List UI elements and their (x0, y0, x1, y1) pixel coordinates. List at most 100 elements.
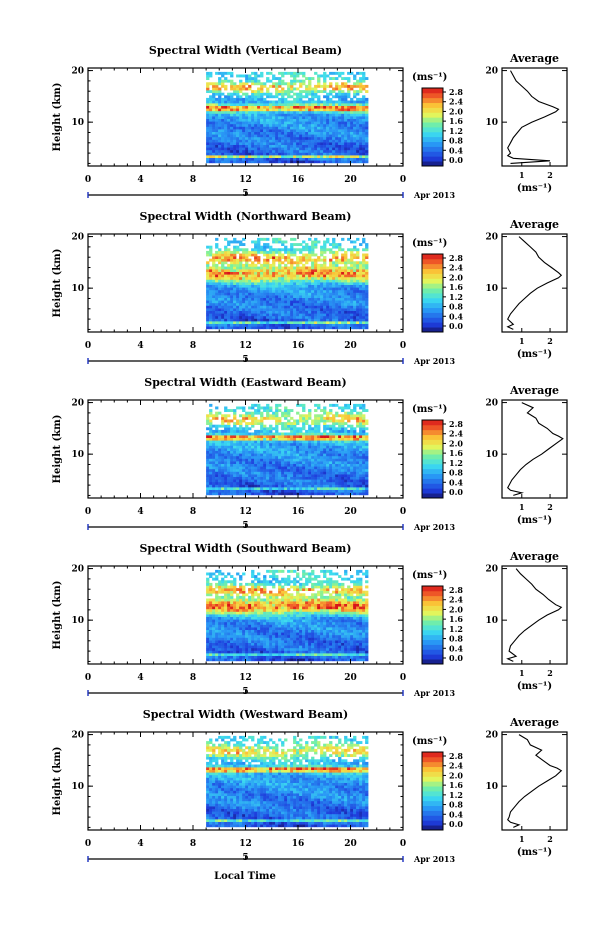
heatmap-cell (314, 425, 317, 428)
heatmap-cell (212, 82, 215, 85)
heatmap-cell (278, 443, 281, 446)
heatmap-cell (332, 446, 335, 449)
heatmap-cell (356, 316, 359, 319)
heatmap-cell (272, 446, 275, 449)
heatmap-cell (275, 451, 278, 454)
heatmap-cell (290, 127, 293, 130)
heatmap-cell (272, 129, 275, 132)
heatmap-cell (260, 451, 263, 454)
heatmap-cell (296, 490, 299, 493)
heatmap-cell (329, 409, 332, 412)
heatmap-cell (308, 132, 311, 135)
heatmap-cell (254, 443, 257, 446)
heatmap-cell (344, 300, 347, 303)
heatmap-cell (335, 264, 338, 267)
heatmap-cell (248, 277, 251, 280)
heatmap-cell (308, 140, 311, 143)
heatmap-cell (287, 479, 290, 482)
heatmap-cell (281, 308, 284, 311)
heatmap-cell (281, 72, 284, 75)
heatmap-cell (335, 95, 338, 98)
heatmap-cell (326, 469, 329, 472)
heatmap-cell (227, 414, 230, 417)
heatmap-cell (293, 298, 296, 301)
heatmap-cell (218, 295, 221, 298)
heatmap-cell (245, 451, 248, 454)
heatmap-cell (347, 295, 350, 298)
heatmap-cell (257, 274, 260, 277)
heatmap-cell (296, 106, 299, 109)
heatmap-cell (293, 153, 296, 156)
heatmap-cell (320, 134, 323, 137)
heatmap-cell (212, 259, 215, 262)
heatmap-cell (293, 277, 296, 280)
heatmap-cell (269, 451, 272, 454)
heatmap-cell (284, 435, 287, 438)
heatmap-cell (341, 316, 344, 319)
heatmap-cell (281, 443, 284, 446)
heatmap-cell (347, 261, 350, 264)
heatmap-cell (236, 114, 239, 117)
heatmap-cell (317, 285, 320, 288)
heatmap-cell (350, 132, 353, 135)
heatmap-cell (260, 238, 263, 241)
heatmap-cell (311, 466, 314, 469)
heatmap-cell (284, 425, 287, 428)
heatmap-cell (236, 98, 239, 101)
heatmap-cell (233, 492, 236, 495)
heatmap-cell (245, 290, 248, 293)
heatmap-cell (335, 129, 338, 132)
heatmap-cell (317, 75, 320, 78)
heatmap-cell (350, 158, 353, 161)
heatmap-cell (260, 137, 263, 140)
heatmap-cell (329, 466, 332, 469)
heatmap-cell (320, 274, 323, 277)
heatmap-cell (233, 261, 236, 264)
heatmap-cell (275, 116, 278, 119)
heatmap-cell (212, 256, 215, 259)
heatmap-cell (341, 90, 344, 93)
heatmap-cell (233, 440, 236, 443)
heatmap-cell (278, 153, 281, 156)
heatmap-cell (314, 477, 317, 480)
heatmap-cell (326, 446, 329, 449)
heatmap-cell (224, 290, 227, 293)
heatmap-cell (299, 469, 302, 472)
heatmap-cell (242, 420, 245, 423)
heatmap-cell (338, 132, 341, 135)
heatmap-cell (248, 282, 251, 285)
heatmap-cell (332, 427, 335, 430)
heatmap-cell (275, 90, 278, 93)
heatmap-cell (221, 274, 224, 277)
heatmap-cell (230, 474, 233, 477)
heatmap-cell (305, 321, 308, 324)
heatmap-cell (311, 114, 314, 117)
heatmap-cell (308, 474, 311, 477)
heatmap-cell (317, 448, 320, 451)
heatmap-cell (338, 155, 341, 158)
heatmap-cell (296, 88, 299, 91)
heatmap-cell (227, 101, 230, 104)
heatmap-cell (209, 326, 212, 329)
heatmap-cell (251, 77, 254, 80)
heatmap-cell (365, 308, 368, 311)
heatmap-cell (275, 272, 278, 275)
heatmap-cell (299, 433, 302, 436)
heatmap-cell (323, 290, 326, 293)
heatmap-cell (320, 158, 323, 161)
heatmap-cell (314, 85, 317, 88)
heatmap-cell (278, 280, 281, 283)
heatmap-cell (338, 287, 341, 290)
heatmap-cell (254, 153, 257, 156)
heatmap-cell (305, 160, 308, 163)
heatmap-cell (317, 311, 320, 314)
heatmap-cell (245, 482, 248, 485)
heatmap-cell (227, 316, 230, 319)
heatmap-cell (278, 326, 281, 329)
heatmap-cell (278, 132, 281, 135)
heatmap-cell (260, 490, 263, 493)
heatmap-cell (314, 287, 317, 290)
heatmap-cell (239, 267, 242, 270)
